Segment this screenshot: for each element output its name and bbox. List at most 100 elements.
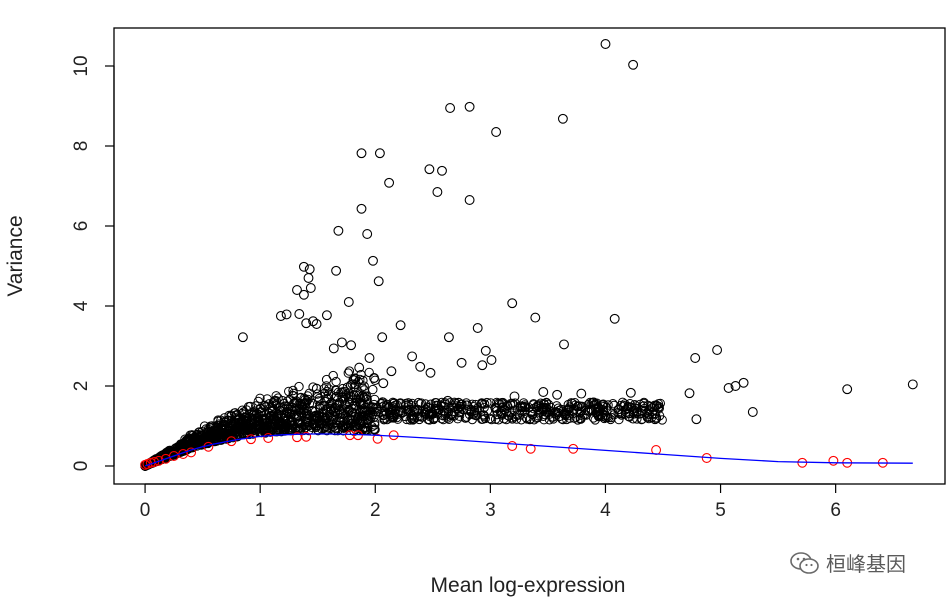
data-point bbox=[436, 413, 447, 424]
data-point bbox=[291, 396, 301, 406]
data-point bbox=[425, 367, 436, 378]
watermark: 桓峰基因 bbox=[790, 548, 906, 577]
x-tick-label: 4 bbox=[600, 500, 611, 521]
spike-in-point bbox=[149, 457, 160, 467]
data-point bbox=[317, 407, 328, 418]
data-point bbox=[421, 409, 431, 419]
data-point bbox=[330, 402, 340, 413]
data-point bbox=[304, 264, 315, 275]
y-tick-label: 6 bbox=[71, 221, 92, 232]
data-point bbox=[343, 368, 353, 378]
data-point bbox=[271, 421, 281, 431]
data-point bbox=[331, 265, 342, 276]
data-point bbox=[401, 398, 411, 409]
data-point bbox=[224, 430, 234, 441]
data-point bbox=[634, 409, 644, 419]
data-point bbox=[472, 323, 483, 333]
x-tick-label: 5 bbox=[715, 500, 726, 521]
data-point bbox=[308, 316, 319, 327]
data-point bbox=[628, 59, 639, 70]
spike-in-point bbox=[153, 455, 164, 466]
data-point bbox=[650, 414, 660, 425]
data-point bbox=[453, 414, 463, 424]
data-point bbox=[538, 387, 549, 397]
data-point bbox=[569, 404, 580, 414]
data-point bbox=[438, 414, 448, 425]
x-tick-label: 0 bbox=[140, 500, 151, 521]
data-point bbox=[239, 429, 250, 439]
data-point bbox=[247, 410, 258, 421]
data-point bbox=[464, 195, 475, 205]
data-point bbox=[509, 391, 520, 402]
data-point bbox=[361, 394, 372, 405]
data-point bbox=[323, 393, 333, 403]
x-axis: 0 1 2 3 4 5 6 bbox=[140, 483, 841, 521]
data-point bbox=[562, 414, 572, 425]
data-point bbox=[225, 423, 236, 434]
data-point bbox=[378, 378, 389, 389]
data-point bbox=[493, 415, 504, 425]
data-point bbox=[324, 384, 334, 394]
points-layer bbox=[140, 39, 918, 471]
data-point bbox=[533, 412, 543, 423]
data-point bbox=[369, 425, 380, 435]
data-point bbox=[311, 383, 322, 394]
data-point bbox=[202, 438, 213, 448]
data-point bbox=[298, 422, 308, 432]
data-point bbox=[291, 414, 301, 424]
data-point bbox=[333, 387, 344, 397]
x-axis-title: Mean log-expression bbox=[431, 574, 626, 597]
data-point bbox=[413, 405, 423, 416]
data-point bbox=[561, 409, 571, 419]
data-point bbox=[388, 411, 399, 422]
data-point bbox=[292, 285, 302, 295]
data-point bbox=[298, 404, 309, 414]
data-point bbox=[294, 309, 305, 319]
x-tick-label: 6 bbox=[830, 500, 841, 521]
data-point bbox=[723, 383, 734, 393]
data-point bbox=[503, 401, 513, 411]
data-point bbox=[281, 309, 292, 320]
data-point bbox=[307, 419, 318, 429]
data-point bbox=[442, 395, 453, 406]
data-point bbox=[321, 374, 332, 385]
data-point bbox=[432, 187, 443, 197]
data-point bbox=[362, 229, 373, 239]
data-point bbox=[407, 398, 417, 409]
data-point bbox=[352, 415, 363, 425]
data-point bbox=[395, 320, 406, 331]
data-point bbox=[317, 412, 327, 422]
data-point bbox=[234, 411, 244, 422]
data-point bbox=[275, 402, 285, 412]
data-point bbox=[322, 386, 332, 397]
spike-in-point bbox=[301, 431, 312, 442]
data-point bbox=[351, 374, 361, 384]
data-point bbox=[237, 426, 247, 436]
spike-in-point bbox=[168, 451, 179, 461]
data-point bbox=[289, 409, 300, 420]
data-point bbox=[369, 373, 380, 383]
data-point bbox=[337, 422, 347, 432]
data-point bbox=[644, 413, 654, 424]
data-point bbox=[370, 420, 380, 430]
y-axis: 0 2 4 6 8 10 bbox=[71, 55, 115, 472]
data-point bbox=[251, 401, 261, 411]
data-point bbox=[543, 399, 554, 410]
trend-layer bbox=[144, 433, 913, 467]
data-point bbox=[608, 399, 618, 409]
data-point bbox=[279, 413, 289, 423]
data-point bbox=[407, 351, 418, 362]
data-point bbox=[276, 427, 286, 437]
data-point bbox=[625, 399, 635, 409]
spike-in-point bbox=[186, 447, 197, 458]
data-point bbox=[346, 340, 357, 351]
data-point bbox=[433, 404, 444, 415]
data-point bbox=[552, 389, 563, 400]
data-point bbox=[310, 406, 320, 417]
data-point bbox=[321, 413, 331, 423]
data-point bbox=[469, 407, 480, 417]
data-point bbox=[408, 411, 418, 421]
data-point bbox=[424, 164, 435, 175]
data-point bbox=[368, 255, 378, 266]
y-tick-label: 0 bbox=[71, 461, 92, 472]
